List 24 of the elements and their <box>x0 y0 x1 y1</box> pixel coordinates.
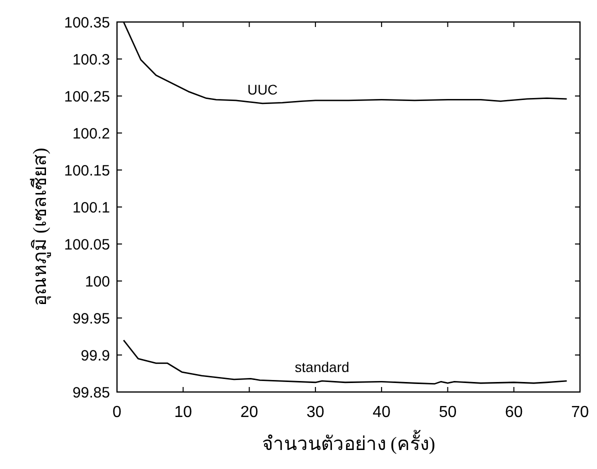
x-tick-label: 70 <box>571 404 589 421</box>
line-series <box>122 340 568 385</box>
y-tick-label: 100.1 <box>72 200 110 216</box>
y-tick-label: 100.2 <box>72 126 110 142</box>
x-tick-label: 40 <box>372 404 391 421</box>
y-tick-label: 99.85 <box>72 384 110 402</box>
y-axis-title: อุณหภูมิ (เซลเซียส) <box>29 148 52 306</box>
y-tick-label: 100.15 <box>64 162 110 180</box>
series-label: UUC <box>247 81 278 98</box>
series-label: standard <box>294 358 350 375</box>
x-tick-label: 20 <box>240 404 258 421</box>
y-tick-label: 99.9 <box>80 348 110 364</box>
x-axis-title: จำนวนตัวอย่าง (ครั้ง) <box>262 430 436 455</box>
x-tick-label: 60 <box>504 404 523 421</box>
y-tick-label: 100 <box>84 274 110 290</box>
y-tick-label: 100.25 <box>64 88 110 106</box>
y-tick-label: 99.95 <box>72 310 110 328</box>
y-tick-label: 100.3 <box>72 52 110 68</box>
x-tick-label: 10 <box>174 404 192 421</box>
y-tick-label: 100.35 <box>64 14 110 32</box>
x-tick-label: 50 <box>438 404 457 421</box>
x-tick-label: 30 <box>306 404 324 421</box>
x-tick-label: 0 <box>112 404 122 421</box>
y-tick-label: 100.05 <box>64 236 110 254</box>
